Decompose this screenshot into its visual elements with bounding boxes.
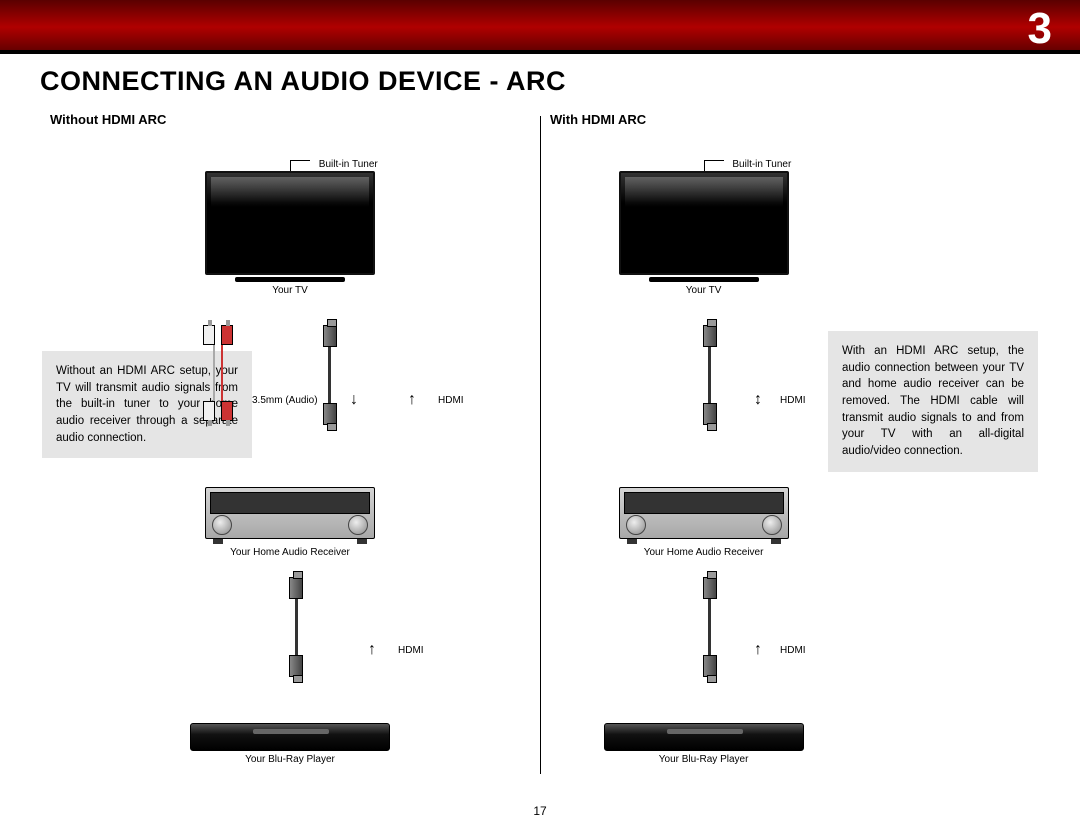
- cable-label-hdmi: HDMI: [398, 645, 424, 656]
- bluray-label: Your Blu-Ray Player: [604, 754, 804, 765]
- hdmi-plug-icon: [289, 577, 303, 599]
- knob-icon: [762, 515, 782, 535]
- knob-icon: [626, 515, 646, 535]
- hdmi-cable: [285, 577, 307, 677]
- knob-icon: [348, 515, 368, 535]
- hdmi-plug-icon: [703, 325, 717, 347]
- bluray-icon: [190, 723, 390, 751]
- tv-label: Your TV: [205, 285, 375, 296]
- receiver-device: Your Home Audio Receiver: [205, 487, 375, 558]
- diagram-right: With an HDMI ARC setup, the audio connec…: [550, 141, 1030, 781]
- tuner-label: Built-in Tuner: [732, 159, 791, 170]
- rca-cable: [201, 325, 235, 421]
- arrow-down-icon: ↓: [350, 391, 358, 409]
- tv-device: Your TV: [619, 171, 789, 296]
- arrow-up-icon: ↑: [408, 391, 416, 409]
- page-title: CONNECTING AN AUDIO DEVICE - ARC: [40, 66, 566, 97]
- rca-plug-white-icon: [203, 401, 215, 421]
- hdmi-plug-icon: [703, 403, 717, 425]
- arrow-updown-icon: ↕: [754, 391, 762, 409]
- rca-plug-red-icon: [221, 401, 233, 421]
- info-box-right: With an HDMI ARC setup, the audio connec…: [828, 331, 1038, 472]
- bluray-icon: [604, 723, 804, 751]
- cable-label-hdmi: HDMI: [438, 395, 464, 406]
- receiver-icon: [205, 487, 375, 539]
- receiver-device: Your Home Audio Receiver: [619, 487, 789, 558]
- rca-plug-white-icon: [203, 325, 215, 345]
- receiver-label: Your Home Audio Receiver: [205, 547, 375, 558]
- bluray-device: Your Blu-Ray Player: [190, 723, 390, 765]
- bluray-device: Your Blu-Ray Player: [604, 723, 804, 765]
- chapter-number: 3: [1028, 4, 1052, 54]
- cable-label-35mm: 3.5mm (Audio): [252, 395, 318, 406]
- hdmi-cable: [699, 577, 721, 677]
- hdmi-plug-icon: [703, 655, 717, 677]
- bluray-label: Your Blu-Ray Player: [190, 754, 390, 765]
- column-with-arc: With HDMI ARC With an HDMI ARC setup, th…: [540, 112, 1040, 794]
- page-number: 17: [533, 804, 546, 818]
- hdmi-plug-icon: [323, 325, 337, 347]
- cable-label-hdmi: HDMI: [780, 395, 806, 406]
- rca-plug-red-icon: [221, 325, 233, 345]
- tv-stand-icon: [235, 277, 345, 282]
- hdmi-plug-icon: [323, 403, 337, 425]
- knob-icon: [212, 515, 232, 535]
- arrow-up-icon: ↑: [754, 641, 762, 659]
- hdmi-plug-icon: [703, 577, 717, 599]
- tv-device: Your TV: [205, 171, 375, 296]
- hdmi-arc-cable: [699, 325, 721, 425]
- tuner-label: Built-in Tuner: [319, 159, 378, 170]
- hdmi-plug-icon: [289, 655, 303, 677]
- receiver-label: Your Home Audio Receiver: [619, 547, 789, 558]
- content-area: Without HDMI ARC Without an HDMI ARC set…: [40, 112, 1040, 794]
- chapter-header-band: 3: [0, 0, 1080, 54]
- column-title-right: With HDMI ARC: [550, 112, 1030, 127]
- column-without-arc: Without HDMI ARC Without an HDMI ARC set…: [40, 112, 540, 794]
- column-title-left: Without HDMI ARC: [50, 112, 530, 127]
- cable-label-hdmi: HDMI: [780, 645, 806, 656]
- diagram-left: Without an HDMI ARC setup, your TV will …: [50, 141, 530, 781]
- tv-screen-icon: [205, 171, 375, 275]
- tv-label: Your TV: [619, 285, 789, 296]
- tv-stand-icon: [649, 277, 759, 282]
- receiver-icon: [619, 487, 789, 539]
- hdmi-cable: [319, 325, 341, 425]
- arrow-up-icon: ↑: [368, 641, 376, 659]
- tv-screen-icon: [619, 171, 789, 275]
